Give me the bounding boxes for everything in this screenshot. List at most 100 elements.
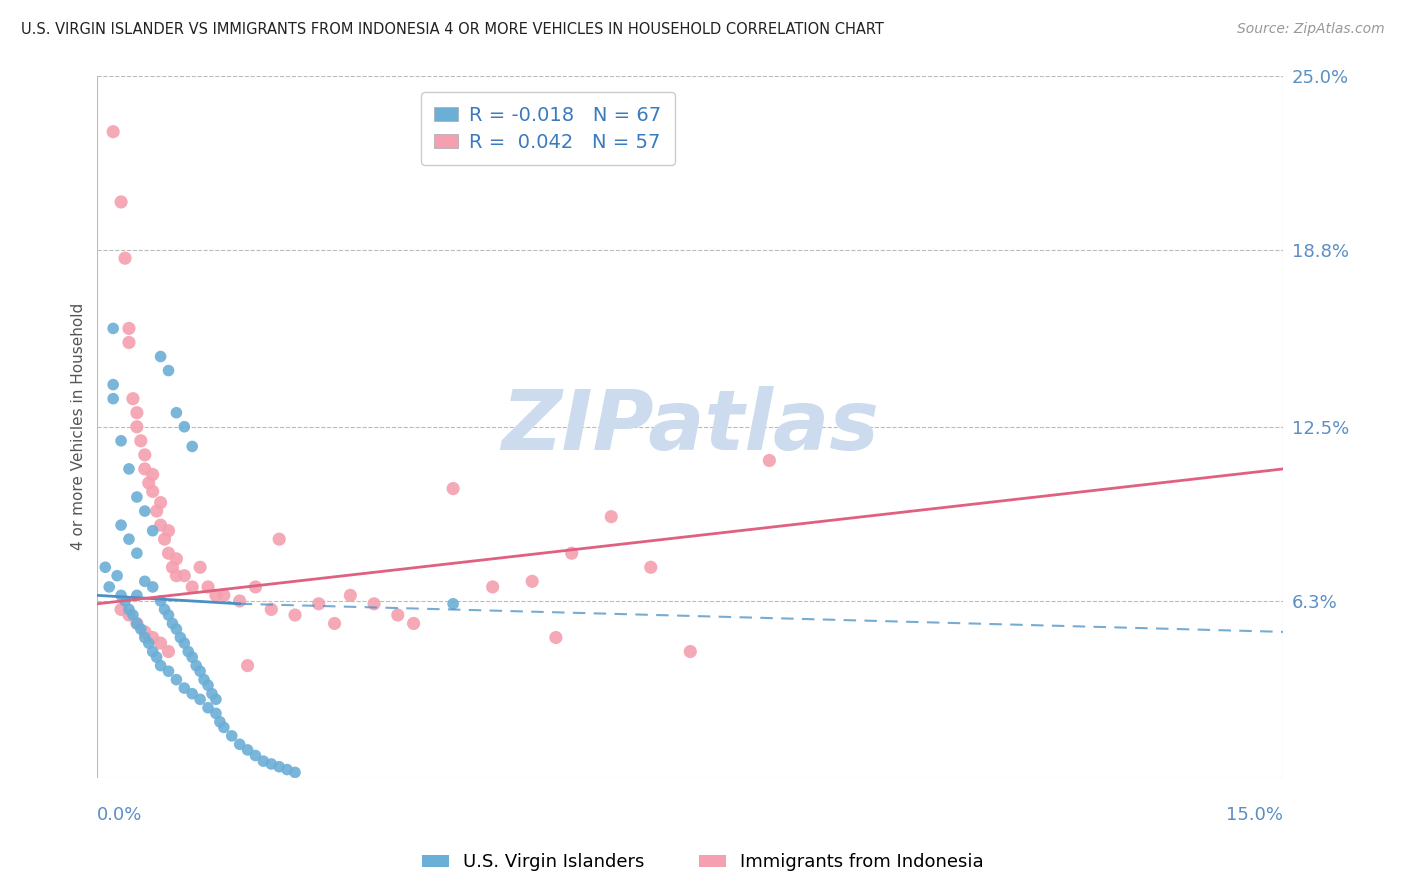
Point [260,602,283,616]
Point [205,692,228,706]
Point [114,594,136,608]
Point [252,754,274,768]
Point [118,462,141,476]
Point [157,524,180,538]
Point [118,335,141,350]
Point [269,532,291,546]
Point [339,588,361,602]
Point [94,560,117,574]
Point [145,504,167,518]
Point [212,721,235,735]
Point [284,607,307,622]
Legend: R = -0.018   N = 67, R =  0.042   N = 57: R = -0.018 N = 67, R = 0.042 N = 57 [420,92,675,165]
Point [134,448,156,462]
Point [134,624,156,639]
Point [221,729,243,743]
Point [149,495,172,509]
Point [110,194,132,209]
Point [245,748,267,763]
Point [157,363,180,377]
Point [640,560,662,574]
Point [122,392,145,406]
Point [138,636,160,650]
Point [197,678,219,692]
Point [122,607,145,622]
Point [165,551,187,566]
Point [162,560,184,574]
Point [561,546,583,560]
Point [118,321,141,335]
Point [212,588,235,602]
Point [153,602,176,616]
Point [402,616,425,631]
Point [145,650,167,665]
Point [142,631,165,645]
Point [129,434,152,448]
Point [165,622,187,636]
Point [125,616,148,631]
Point [110,518,132,533]
Point [114,251,136,265]
Point [193,673,215,687]
Point [162,616,184,631]
Point [157,644,180,658]
Point [323,616,346,631]
Point [157,607,180,622]
Point [129,622,152,636]
Point [236,743,259,757]
Point [197,580,219,594]
Point [134,504,156,518]
Text: 0.0%: 0.0% [97,806,143,824]
Point [284,765,307,780]
Point [165,568,187,582]
Point [188,664,211,678]
Point [142,580,165,594]
Point [188,692,211,706]
Point [308,597,330,611]
Point [544,631,567,645]
Point [125,546,148,560]
Point [758,453,780,467]
Point [208,714,231,729]
Point [165,673,187,687]
Point [101,125,124,139]
Point [387,607,409,622]
Point [181,650,204,665]
Point [173,636,195,650]
Point [101,321,124,335]
Point [177,644,200,658]
Point [153,532,176,546]
Point [441,482,464,496]
Point [181,439,204,453]
Point [205,588,228,602]
Point [441,597,464,611]
Point [173,681,195,695]
Point [245,580,267,594]
Text: ZIPatlas: ZIPatlas [502,386,879,467]
Point [197,700,219,714]
Point [142,644,165,658]
Point [134,574,156,589]
Legend: U.S. Virgin Islanders, Immigrants from Indonesia: U.S. Virgin Islanders, Immigrants from I… [415,847,991,879]
Point [181,687,204,701]
Point [138,475,160,490]
Point [228,594,250,608]
Point [236,658,259,673]
Point [173,568,195,582]
Point [481,580,503,594]
Point [110,434,132,448]
Point [165,406,187,420]
Point [142,484,165,499]
Point [125,406,148,420]
Point [269,760,291,774]
Point [149,636,172,650]
Point [157,546,180,560]
Point [101,377,124,392]
Point [276,763,298,777]
Point [142,467,165,482]
Point [186,658,208,673]
Point [169,631,191,645]
Point [98,580,121,594]
Point [228,737,250,751]
Text: Source: ZipAtlas.com: Source: ZipAtlas.com [1237,22,1385,37]
